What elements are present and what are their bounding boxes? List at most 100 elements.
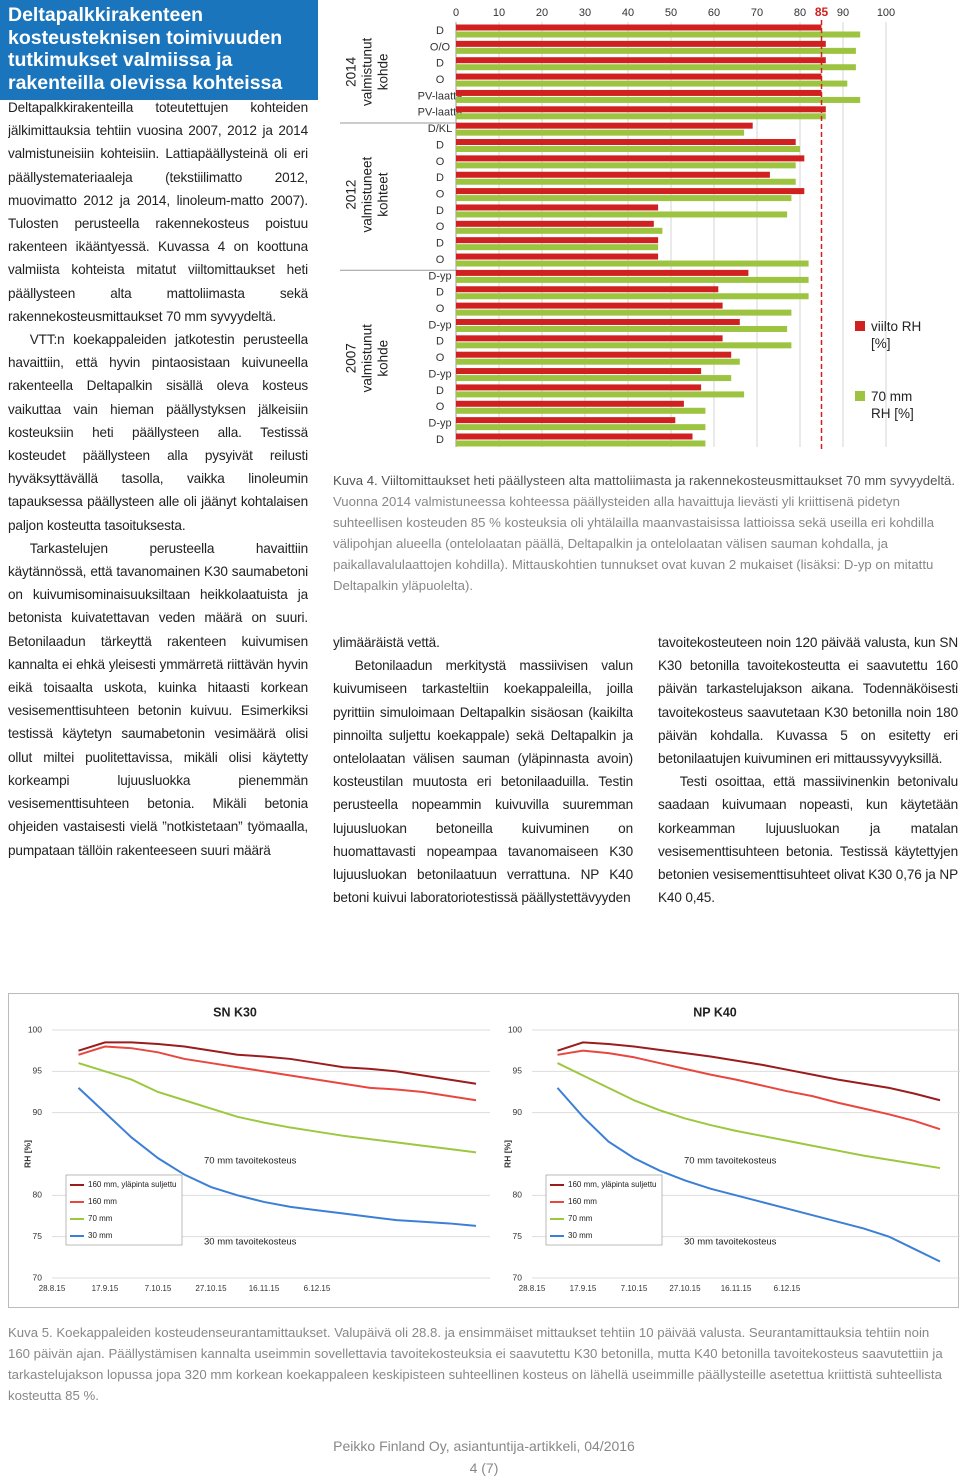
paragraph: Tarkastelujen perusteella havaittiin käy… [8, 540, 308, 858]
series-line [557, 1049, 941, 1131]
x-tick-label: 7.10.15 [145, 1284, 172, 1293]
bar [456, 391, 745, 398]
bar [456, 80, 848, 87]
y-tick-label: 100 [508, 1024, 522, 1034]
legend-label: 160 mm, yläpinta suljettu [88, 1180, 177, 1189]
bar [456, 309, 792, 316]
group-label: valmistuneet [360, 156, 375, 232]
x-tick-label: 27.10.15 [669, 1284, 701, 1293]
bar [456, 129, 745, 136]
bar [456, 244, 659, 251]
bar [456, 302, 723, 309]
series-line [556, 1087, 941, 1263]
right-column: tavoitekosteuteen noin 120 päivää valust… [658, 631, 958, 956]
bar [456, 155, 805, 162]
group-label: kohteet [376, 172, 391, 217]
caption-lead: Kuva 4. Viiltomittaukset heti päällystee… [333, 473, 956, 488]
x-tick-label: 17.9.15 [570, 1284, 597, 1293]
legend-label: viilto RH [%] [871, 319, 922, 351]
bar [456, 407, 706, 414]
bar [456, 171, 770, 178]
bar [456, 260, 809, 267]
category-label: D [436, 172, 444, 184]
bar [456, 400, 684, 407]
bar [456, 237, 659, 244]
bar [456, 220, 654, 227]
legend-swatch [855, 321, 865, 331]
x-tick-label: 6.12.15 [774, 1284, 801, 1293]
bar [456, 375, 732, 382]
paragraph: ylimääräistä vettä. [333, 635, 440, 650]
bar [456, 318, 740, 325]
x-tick-label: 0 [453, 7, 459, 19]
bar [456, 293, 809, 300]
x-tick-label: 7.10.15 [621, 1284, 648, 1293]
x-tick-label: 70 [751, 7, 763, 19]
bar [456, 335, 723, 342]
bar [456, 204, 659, 211]
x-tick-label: 28.8.15 [39, 1284, 66, 1293]
bar [456, 269, 749, 276]
y-tick-label: 80 [33, 1190, 43, 1200]
bar [456, 178, 796, 185]
bar [456, 384, 702, 391]
legend-item: viilto RH [%] [855, 318, 925, 352]
x-tick-label: 10 [493, 7, 505, 19]
legend-box [65, 1174, 183, 1246]
bar [456, 64, 856, 71]
annotation: 30 mm tavoitekosteus [684, 1237, 777, 1248]
bar [456, 40, 826, 47]
x-tick-label: 40 [622, 7, 634, 19]
paragraph: tavoitekosteuteen noin 120 päivää valust… [658, 635, 958, 767]
left-column: Deltapalkkirakenteilla toteutettujen koh… [8, 96, 308, 956]
legend-label: 70 mm [88, 1214, 113, 1223]
annotation: 70 mm tavoitekosteus [684, 1156, 777, 1167]
group-label: kohde [376, 54, 391, 91]
bar [456, 73, 822, 80]
category-label: D-yp [428, 319, 451, 331]
chart-title: NP K40 [693, 1005, 737, 1019]
x-tick-label: 16.11.15 [721, 1284, 752, 1293]
x-tick-label: 90 [837, 7, 849, 19]
article-title: Deltapalkkirakenteen kosteusteknisen toi… [0, 0, 318, 100]
y-tick-label: 70 [33, 1272, 43, 1282]
caption-text: Vuonna 2014 valmistuneessa kohteessa pää… [333, 494, 935, 593]
bar [456, 96, 861, 103]
line-charts: SN K30 70 75 80 90 95 100 RH [%] 28.8.15 17.9.15 7… [8, 993, 960, 1308]
legend-label: 30 mm [88, 1231, 113, 1240]
category-label: O [436, 254, 445, 266]
bar [456, 139, 796, 146]
series-line [77, 1087, 477, 1227]
category-label: D [436, 287, 444, 299]
bar [456, 325, 788, 332]
category-label: D [436, 58, 444, 70]
category-label: D [436, 336, 444, 348]
bar [456, 440, 706, 447]
y-tick-label: 70 [513, 1272, 523, 1282]
x-tick-label: 6.12.15 [304, 1284, 331, 1293]
legend-label: 30 mm [568, 1231, 593, 1240]
bar [456, 424, 706, 431]
category-label: D/KL [428, 123, 452, 135]
y-tick-label: 95 [33, 1066, 43, 1076]
category-label: O [436, 352, 445, 364]
series-line [78, 1062, 477, 1154]
category-label: O [436, 221, 445, 233]
category-label: O [436, 303, 445, 315]
x-tick-label: 20 [536, 7, 548, 19]
paragraph: Betonilaadun merkitystä massiivisen valu… [333, 658, 633, 906]
bar [456, 47, 856, 54]
y-tick-label: 75 [33, 1231, 43, 1241]
legend-label: 160 mm [568, 1197, 597, 1206]
x-tick-label: 50 [665, 7, 677, 19]
category-label: O [436, 189, 445, 201]
figure-frame [8, 993, 959, 1308]
category-label: O [436, 74, 445, 86]
y-axis-label: RH [%] [502, 1140, 512, 1168]
category-label: O [436, 401, 445, 413]
x-tick-label: 28.8.15 [519, 1284, 546, 1293]
middle-column: ylimääräistä vettä. Betonilaadun merkitys… [333, 631, 633, 956]
category-label: D [436, 205, 444, 217]
category-label: D [436, 238, 444, 250]
paragraph: Deltapalkkirakenteilla toteutettujen koh… [8, 100, 308, 324]
